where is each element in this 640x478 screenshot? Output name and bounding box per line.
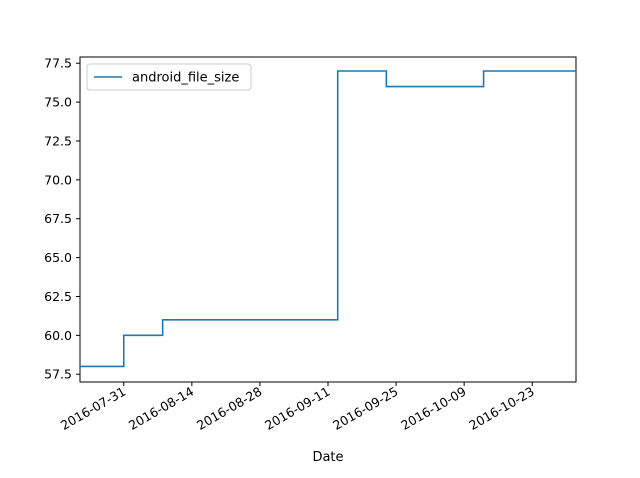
plot-area — [79, 56, 577, 383]
x-tick-label: 2016-10-23 — [466, 384, 536, 433]
y-axis: 57.5 60.0 62.5 65.0 67.5 70.0 72.5 75.0 77.5 — [44, 56, 80, 382]
y-tick-label: 67.5 — [44, 211, 72, 226]
y-tick-label: 75.0 — [44, 95, 72, 110]
y-tick-label: 72.5 — [44, 133, 72, 148]
legend-box — [86, 63, 252, 91]
x-tick-label: 2016-09-25 — [330, 384, 400, 433]
x-tick-label: 2016-08-14 — [126, 384, 196, 433]
y-tick-label: 62.5 — [44, 289, 72, 304]
legend-label: android_file_size — [132, 71, 239, 86]
y-tick-label: 60.0 — [44, 328, 72, 343]
x-tick-label: 2016-07-31 — [58, 384, 128, 433]
x-tick-label: 2016-09-11 — [262, 384, 332, 433]
series-layer — [80, 70, 576, 368]
legend: android_file_size — [86, 63, 252, 91]
y-tick-label: 65.0 — [44, 250, 72, 265]
series-line-android_file_size — [80, 70, 576, 368]
y-tick-label: 77.5 — [44, 56, 72, 71]
plot-frame — [79, 56, 577, 383]
y-tick-label: 70.0 — [44, 172, 72, 187]
x-tick-label: 2016-10-09 — [398, 384, 468, 433]
x-axis: 2016-07-312016-08-142016-08-282016-09-11… — [58, 382, 537, 433]
x-tick-label: 2016-08-28 — [194, 384, 264, 433]
y-tick-label: 57.5 — [44, 367, 72, 382]
x-axis-title: Date — [312, 450, 343, 465]
